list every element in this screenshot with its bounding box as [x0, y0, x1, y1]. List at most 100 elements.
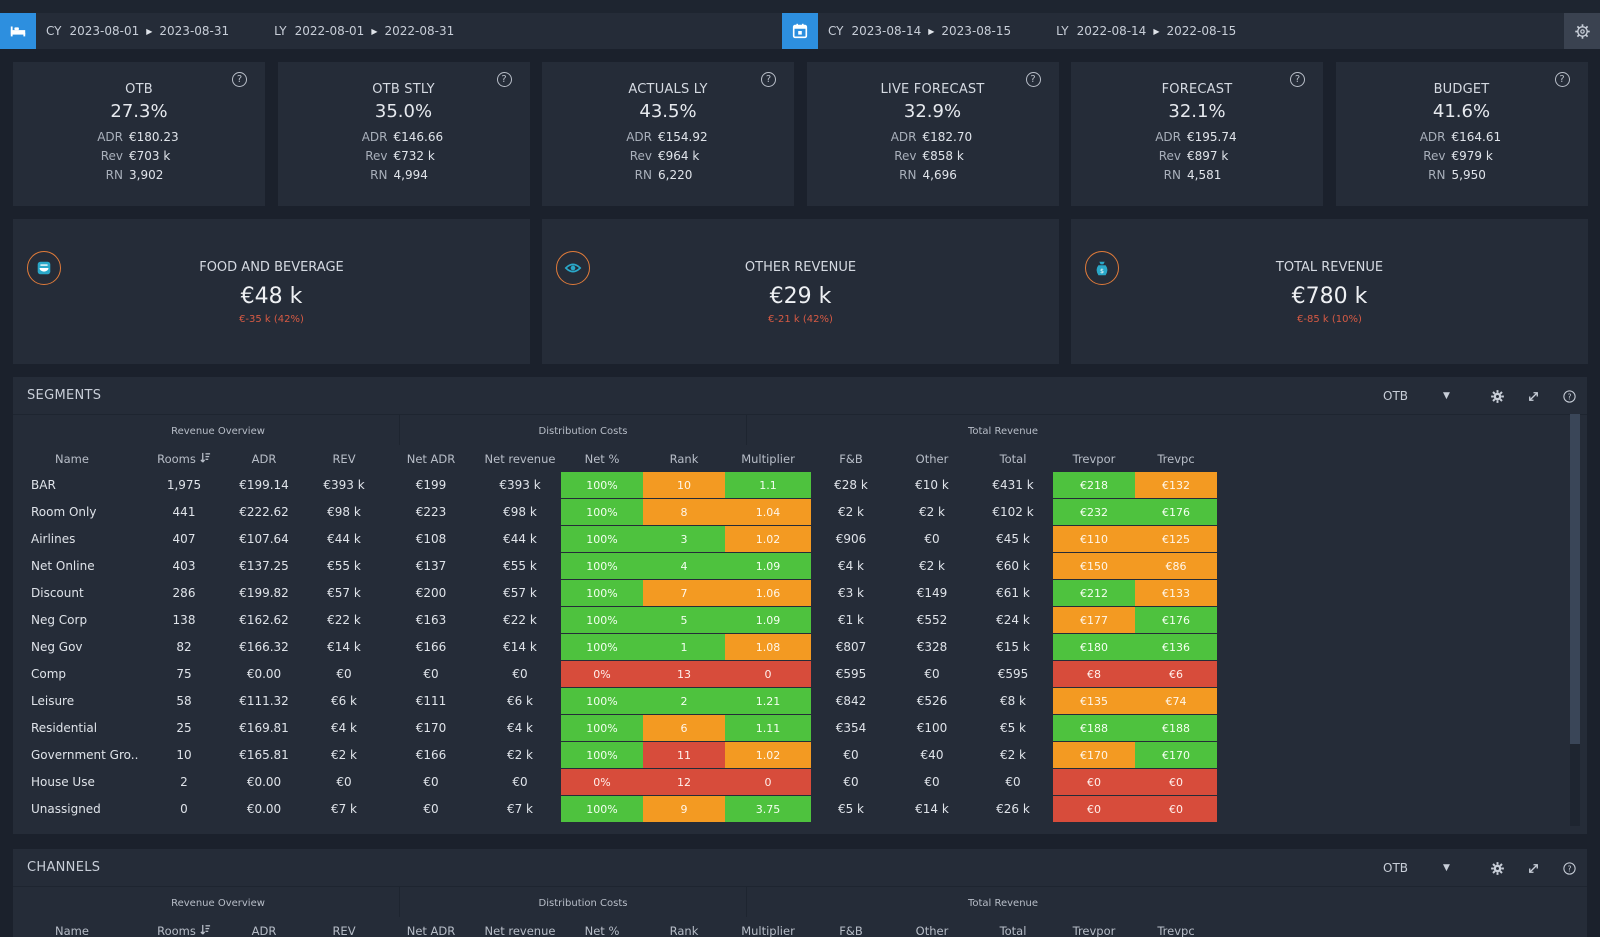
cell-net-: 100% — [561, 715, 643, 742]
column-header-net-[interactable]: Net % — [584, 923, 620, 937]
cell-net-adr: €137 — [383, 553, 479, 580]
cy-date-range[interactable]: CY 2023-08-01 ▶ 2023-08-31 — [46, 24, 229, 38]
cell-net-revenue: €14 k — [479, 634, 561, 661]
svg-text:$: $ — [1100, 268, 1104, 275]
scrollbar-thumb[interactable] — [1570, 414, 1580, 744]
column-header-rooms[interactable]: Rooms — [145, 917, 223, 937]
expand-icon[interactable] — [1515, 861, 1551, 876]
column-header-adr[interactable]: ADR — [251, 451, 277, 466]
calendar-icon[interactable] — [782, 13, 818, 49]
table-row[interactable]: Leisure 58 €111.32 €6 k €111 €6 k 100% 2 1.21 €84… — [27, 688, 1217, 715]
help-icon[interactable]: ? — [761, 72, 776, 87]
svg-text:?: ? — [1567, 392, 1571, 401]
column-header-net-revenue[interactable]: Net revenue — [484, 451, 556, 466]
vertical-scrollbar[interactable] — [1570, 414, 1580, 826]
table-row[interactable]: Room Only 441 €222.62 €98 k €223 €98 k 100% 8 1.… — [27, 499, 1217, 526]
column-header-adr[interactable]: ADR — [251, 923, 277, 937]
adr-label: ADR — [626, 130, 652, 144]
column-header-rank[interactable]: Rank — [669, 923, 699, 937]
column-header-name[interactable]: Name — [55, 451, 89, 466]
help-icon[interactable]: ? — [1551, 861, 1587, 876]
arrow-right-icon: ▶ — [146, 26, 153, 36]
segment-name: Neg Gov — [27, 634, 145, 661]
gear-icon[interactable] — [1479, 389, 1515, 404]
column-header-net-adr[interactable]: Net ADR — [406, 451, 456, 466]
column-header-rev[interactable]: REV — [332, 451, 356, 466]
table-row[interactable]: Airlines 407 €107.64 €44 k €108 €44 k 100% 3 1.0… — [27, 526, 1217, 553]
view-select[interactable]: OTB — [1383, 861, 1409, 875]
help-icon[interactable]: ? — [232, 72, 247, 87]
cell-f-b: €595 — [811, 661, 891, 688]
column-header-f-b[interactable]: F&B — [839, 923, 863, 937]
cell-net-: 100% — [561, 499, 643, 526]
table-row[interactable]: Unassigned 0 €0.00 €7 k €0 €7 k 100% 9 3.75 €5 k €… — [27, 796, 1217, 823]
gear-icon[interactable] — [1564, 13, 1600, 49]
cell-other: €14 k — [891, 796, 973, 823]
help-icon[interactable]: ? — [496, 72, 512, 87]
cell-adr: €0.00 — [223, 769, 305, 796]
cell-total: €15 k — [973, 634, 1053, 661]
sort-descending-icon[interactable] — [200, 452, 211, 466]
column-header-net-revenue[interactable]: Net revenue — [484, 923, 556, 937]
panel-title: SEGMENTS — [27, 388, 102, 403]
column-header-rooms[interactable]: Rooms — [145, 445, 223, 472]
gear-icon[interactable] — [1479, 861, 1515, 876]
help-icon[interactable]: ? — [1551, 389, 1587, 404]
cell-trevpor: €180 — [1053, 634, 1135, 661]
column-header-trevpor[interactable]: Trevpor — [1072, 451, 1116, 466]
ly-date-range[interactable]: LY 2022-08-01 ▶ 2022-08-31 — [274, 24, 454, 38]
table-row[interactable]: Discount 286 €199.82 €57 k €200 €57 k 100% 7 1.0… — [27, 580, 1217, 607]
rev-value: €964 k — [658, 149, 700, 163]
rn-label: RN — [370, 168, 388, 182]
help-icon[interactable]: ? — [1554, 72, 1570, 87]
table-row[interactable]: House Use 2 €0.00 €0 €0 €0 0% 12 0 €0 €0 €0 €0 €0 — [27, 769, 1217, 796]
column-header-total[interactable]: Total — [999, 451, 1027, 466]
cell-net-: 100% — [561, 607, 643, 634]
column-header-net-adr[interactable]: Net ADR — [406, 923, 456, 937]
cell-net-: 100% — [561, 688, 643, 715]
column-header-trevpor[interactable]: Trevpor — [1072, 923, 1116, 937]
bed-icon[interactable] — [0, 13, 36, 49]
segment-name: Residential — [27, 715, 145, 742]
cell-total: €2 k — [973, 742, 1053, 769]
column-header-f-b[interactable]: F&B — [839, 451, 863, 466]
cell-total: €0 — [973, 769, 1053, 796]
column-header-other[interactable]: Other — [915, 451, 949, 466]
expand-icon[interactable] — [1515, 389, 1551, 404]
primary-date-range[interactable]: CY 2023-08-01 ▶ 2023-08-31 LY 2022-08-01… — [0, 13, 782, 49]
cell-multiplier: 1.04 — [725, 499, 811, 526]
column-header-name[interactable]: Name — [55, 923, 89, 937]
table-row[interactable]: Net Online 403 €137.25 €55 k €137 €55 k 100% 4 1… — [27, 553, 1217, 580]
table-row[interactable]: Residential 25 €169.81 €4 k €170 €4 k 100% 6 1.1… — [27, 715, 1217, 742]
table-row[interactable]: BAR 1,975 €199.14 €393 k €199 €393 k 100% 10 1.1… — [27, 472, 1217, 499]
column-header-other[interactable]: Other — [915, 923, 949, 937]
cell-trevpc: €6 — [1135, 661, 1217, 688]
cell-rank: 3 — [643, 526, 725, 553]
cell-rooms: 407 — [145, 526, 223, 553]
table-row[interactable]: Neg Gov 82 €166.32 €14 k €166 €14 k 100% 1 1.08 €… — [27, 634, 1217, 661]
view-select[interactable]: OTB — [1383, 389, 1409, 403]
cy-date-range[interactable]: CY 2023-08-14 ▶ 2023-08-15 — [828, 24, 1011, 38]
ly-date-range[interactable]: LY 2022-08-14 ▶ 2022-08-15 — [1056, 24, 1236, 38]
secondary-date-range[interactable]: CY 2023-08-14 ▶ 2023-08-15 LY 2022-08-14… — [782, 13, 1564, 49]
column-header-net-[interactable]: Net % — [584, 451, 620, 466]
chevron-down-icon[interactable]: ▼ — [1443, 863, 1450, 873]
column-header-rev[interactable]: REV — [332, 923, 356, 937]
column-header-rank[interactable]: Rank — [669, 451, 699, 466]
column-header-multiplier[interactable]: Multiplier — [741, 923, 795, 937]
table-row[interactable]: Comp 75 €0.00 €0 €0 €0 0% 13 0 €595 €0 €595 €8 €6 — [27, 661, 1217, 688]
cell-other: €10 k — [891, 472, 973, 499]
column-header-multiplier[interactable]: Multiplier — [741, 451, 795, 466]
cell-net-adr: €108 — [383, 526, 479, 553]
table-row[interactable]: Government Gro.. 10 €165.81 €2 k €166 €2 k 100… — [27, 742, 1217, 769]
help-icon[interactable]: ? — [1025, 72, 1041, 87]
column-header-total[interactable]: Total — [999, 923, 1027, 937]
table-row[interactable]: Neg Corp 138 €162.62 €22 k €163 €22 k 100% 5 1.0… — [27, 607, 1217, 634]
kpi-stats: ADR €164.61 Rev €979 k RN 5,950 — [1336, 128, 1588, 185]
cell-net-: 0% — [561, 661, 643, 688]
column-header-trevpc[interactable]: Trevpc — [1157, 923, 1195, 937]
help-icon[interactable]: ? — [1290, 72, 1305, 87]
chevron-down-icon[interactable]: ▼ — [1443, 391, 1450, 401]
sort-descending-icon[interactable] — [200, 924, 211, 937]
column-header-trevpc[interactable]: Trevpc — [1157, 451, 1195, 466]
